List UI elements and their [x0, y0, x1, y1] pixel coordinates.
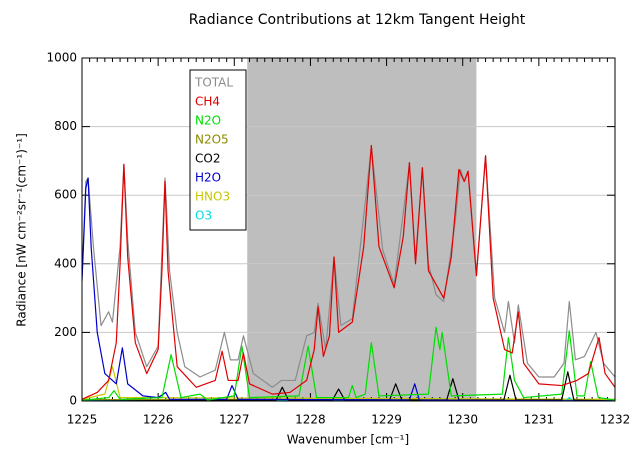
y-tick-label: 800	[54, 119, 77, 133]
x-tick-label: 1229	[371, 413, 402, 427]
plot-lines	[82, 144, 615, 401]
series-line	[82, 366, 615, 400]
legend-label: O3	[195, 209, 212, 223]
y-tick-label: 400	[54, 256, 77, 270]
legend-label: CO2	[195, 152, 220, 166]
x-tick-label: 1232	[600, 413, 631, 427]
x-tick-label: 1227	[219, 413, 250, 427]
series-line	[82, 144, 615, 400]
legend-label: TOTAL	[194, 76, 233, 90]
chart-title: Radiance Contributions at 12km Tangent H…	[189, 12, 526, 28]
y-tick-label: 1000	[46, 51, 77, 65]
legend-label: CH4	[195, 95, 220, 109]
legend-label: HNO3	[195, 190, 230, 204]
x-axis-label: Wavenumber [cm⁻¹]	[287, 433, 409, 447]
legend-label: N2O5	[195, 133, 229, 147]
y-axis-label: Radiance [nW cm⁻²sr⁻¹(cm⁻¹)⁻¹]	[15, 133, 29, 326]
x-tick-label: 1231	[524, 413, 555, 427]
x-tick-label: 1225	[67, 413, 98, 427]
series-line	[82, 177, 615, 401]
y-tick-label: 600	[54, 188, 77, 202]
x-tick-label: 1230	[447, 413, 478, 427]
plot-frame	[81, 57, 616, 402]
y-tick-label: 200	[54, 325, 77, 339]
legend-label: H2O	[195, 171, 221, 185]
legend-box	[189, 69, 247, 231]
x-tick-label: 1226	[143, 413, 174, 427]
x-tick-label: 1228	[295, 413, 326, 427]
y-tick-label: 0	[69, 394, 77, 408]
legend-label: N2O	[195, 114, 221, 128]
series-line	[82, 326, 615, 401]
